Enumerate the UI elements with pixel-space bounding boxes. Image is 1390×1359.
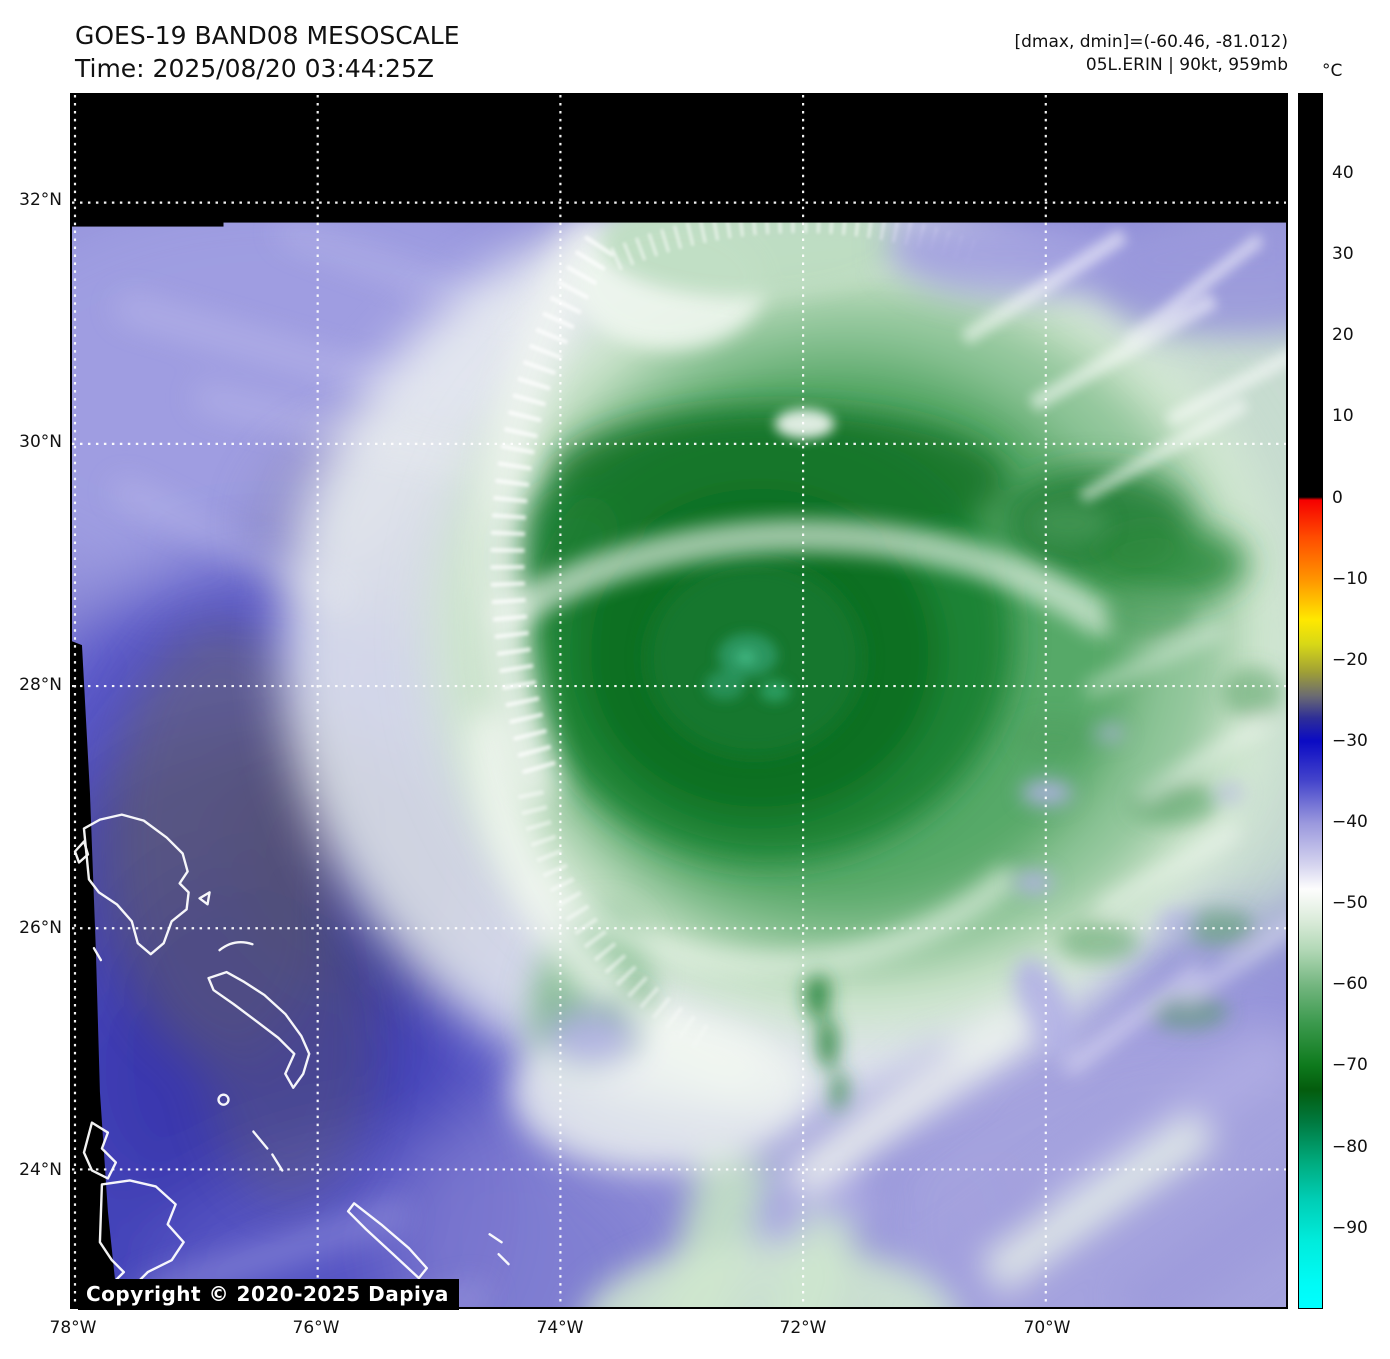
colorbar-tick-label: −70	[1332, 1055, 1368, 1075]
colorbar-tick-label: −40	[1332, 812, 1368, 832]
map-frame	[70, 93, 1288, 1309]
copyright-badge: Copyright © 2020-2025 Dapiya	[78, 1279, 459, 1310]
colorbar-tick-label: 0	[1332, 488, 1343, 508]
dmax-dmin-readout: [dmax, dmin]=(-60.46, -81.012)	[1014, 32, 1289, 52]
lon-label: 74°W	[536, 1318, 584, 1338]
gridlines-layer	[72, 95, 1286, 1307]
colorbar-unit-label: °C	[1322, 61, 1343, 81]
colorbar-tick-label: 30	[1332, 244, 1354, 264]
lat-label: 24°N	[19, 1160, 62, 1180]
lat-label: 26°N	[19, 918, 62, 938]
colorbar-tick-label: 10	[1332, 406, 1354, 426]
colorbar-tick-label: −30	[1332, 731, 1368, 751]
lat-label: 32°N	[19, 190, 62, 210]
colorbar-tick-label: −60	[1332, 974, 1368, 994]
lon-label: 78°W	[49, 1318, 97, 1338]
info-block: [dmax, dmin]=(-60.46, -81.012) 05L.ERIN …	[808, 31, 1289, 77]
lat-label: 30°N	[19, 432, 62, 452]
page-title: GOES-19 BAND08 MESOSCALE	[75, 21, 460, 50]
colorbar-tick-label: 20	[1332, 325, 1354, 345]
timestamp: Time: 2025/08/20 03:44:25Z	[75, 54, 434, 83]
header-block: GOES-19 BAND08 MESOSCALE Time: 2025/08/2…	[75, 19, 460, 85]
colorbar-tick-label: −10	[1332, 569, 1368, 589]
se-diagonal-bands	[510, 1003, 1286, 1307]
colorbar-tick-label: −90	[1332, 1218, 1368, 1238]
coastlines-layer	[73, 813, 510, 1304]
no-data-mask	[72, 95, 1286, 1307]
colorbar-tick-label: 40	[1332, 163, 1354, 183]
east-mottle	[1013, 501, 1286, 1077]
satellite-image	[72, 95, 1286, 1307]
lon-label: 72°W	[779, 1318, 827, 1338]
storm-status-readout: 05L.ERIN | 90kt, 959mb	[1085, 55, 1288, 75]
lon-label: 70°W	[1023, 1318, 1071, 1338]
ne-feather-streaks	[960, 228, 1286, 505]
colorbar-tick-label: −50	[1332, 893, 1368, 913]
bright-cloud-spot	[774, 408, 835, 439]
colorbar-tick-label: −80	[1332, 1137, 1368, 1157]
temperature-colorbar	[1298, 93, 1323, 1309]
lon-label: 76°W	[292, 1318, 340, 1338]
lat-label: 28°N	[19, 675, 62, 695]
colorbar-tick-label: −20	[1332, 650, 1368, 670]
